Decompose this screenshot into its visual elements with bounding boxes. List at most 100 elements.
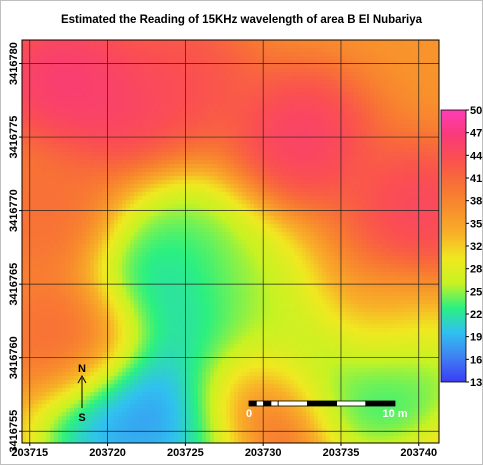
heat-cell	[330, 64, 335, 69]
heat-cell	[38, 132, 43, 137]
heat-cell	[318, 116, 323, 121]
heat-cell	[158, 96, 163, 101]
heat-cell	[406, 216, 411, 221]
heat-cell	[46, 128, 51, 133]
heat-cell	[158, 80, 163, 85]
heat-cell	[422, 164, 427, 169]
heat-cell	[274, 44, 279, 49]
heat-cell	[338, 40, 343, 45]
heat-cell	[370, 216, 375, 221]
heat-cell	[246, 172, 251, 177]
heat-cell	[358, 64, 363, 69]
heat-cell	[226, 168, 231, 173]
heat-cell	[414, 220, 419, 225]
heat-cell	[238, 40, 243, 45]
heat-cell	[318, 204, 323, 209]
heat-cell	[382, 140, 387, 145]
heat-cell	[110, 148, 115, 153]
heat-cell	[322, 40, 327, 45]
heat-cell	[186, 88, 191, 93]
heat-cell	[238, 160, 243, 165]
heat-cell	[370, 196, 375, 201]
heat-cell	[178, 216, 183, 221]
heat-cell	[190, 52, 195, 57]
heat-cell	[410, 160, 415, 165]
heat-cell	[62, 44, 67, 49]
heat-cell	[170, 132, 175, 137]
heat-cell	[366, 192, 371, 197]
heat-cell	[254, 64, 259, 69]
heat-cell	[246, 224, 251, 229]
heat-cell	[74, 76, 79, 81]
heat-cell	[366, 148, 371, 153]
heat-cell	[290, 220, 295, 225]
heat-cell	[118, 56, 123, 61]
heat-cell	[42, 164, 47, 169]
heat-cell	[434, 156, 439, 161]
heat-cell	[254, 48, 259, 53]
heat-cell	[214, 180, 219, 185]
heat-cell	[238, 176, 243, 181]
heat-cell	[182, 228, 187, 233]
heat-cell	[426, 76, 431, 81]
heat-cell	[150, 212, 155, 217]
heat-cell	[50, 132, 55, 137]
heat-cell	[30, 128, 35, 133]
heat-cell	[134, 180, 139, 185]
heat-cell	[262, 44, 267, 49]
heat-cell	[198, 204, 203, 209]
heat-cell	[290, 160, 295, 165]
heat-cell	[206, 64, 211, 69]
heat-cell	[34, 64, 39, 69]
heat-cell	[158, 84, 163, 89]
heat-cell	[374, 96, 379, 101]
heat-cell	[306, 188, 311, 193]
heat-cell	[194, 40, 199, 45]
heat-cell	[382, 116, 387, 121]
heat-cell	[114, 144, 119, 149]
heat-cell	[78, 168, 83, 173]
heat-cell	[286, 184, 291, 189]
heat-cell	[302, 44, 307, 49]
heat-cell	[66, 224, 71, 229]
heat-cell	[418, 192, 423, 197]
heat-cell	[258, 92, 263, 97]
heat-cell	[406, 88, 411, 93]
heat-cell	[82, 140, 87, 145]
heat-cell	[222, 44, 227, 49]
heat-cell	[294, 132, 299, 137]
heat-cell	[430, 44, 435, 49]
heat-cell	[218, 96, 223, 101]
heat-cell	[430, 56, 435, 61]
heat-cell	[54, 152, 59, 157]
heat-cell	[346, 68, 351, 73]
heat-cell	[310, 48, 315, 53]
heat-cell	[318, 124, 323, 129]
heat-cell	[62, 112, 67, 117]
heat-cell	[82, 160, 87, 165]
heat-cell	[130, 180, 135, 185]
heat-cell	[258, 100, 263, 105]
heat-cell	[114, 124, 119, 129]
heat-cell	[374, 160, 379, 165]
heat-cell	[34, 128, 39, 133]
heat-cell	[226, 76, 231, 81]
heat-cell	[414, 156, 419, 161]
heat-cell	[290, 184, 295, 189]
heat-cell	[238, 108, 243, 113]
heat-cell	[358, 116, 363, 121]
heat-cell	[190, 132, 195, 137]
heat-cell	[270, 92, 275, 97]
heat-cell	[114, 84, 119, 89]
heat-cell	[410, 196, 415, 201]
heat-cell	[162, 52, 167, 57]
heat-cell	[106, 100, 111, 105]
heat-cell	[418, 160, 423, 165]
heat-cell	[334, 88, 339, 93]
heat-cell	[314, 172, 319, 177]
heat-cell	[290, 120, 295, 125]
heat-cell	[202, 200, 207, 205]
heat-cell	[262, 196, 267, 201]
heat-cell	[398, 80, 403, 85]
heat-cell	[34, 168, 39, 173]
